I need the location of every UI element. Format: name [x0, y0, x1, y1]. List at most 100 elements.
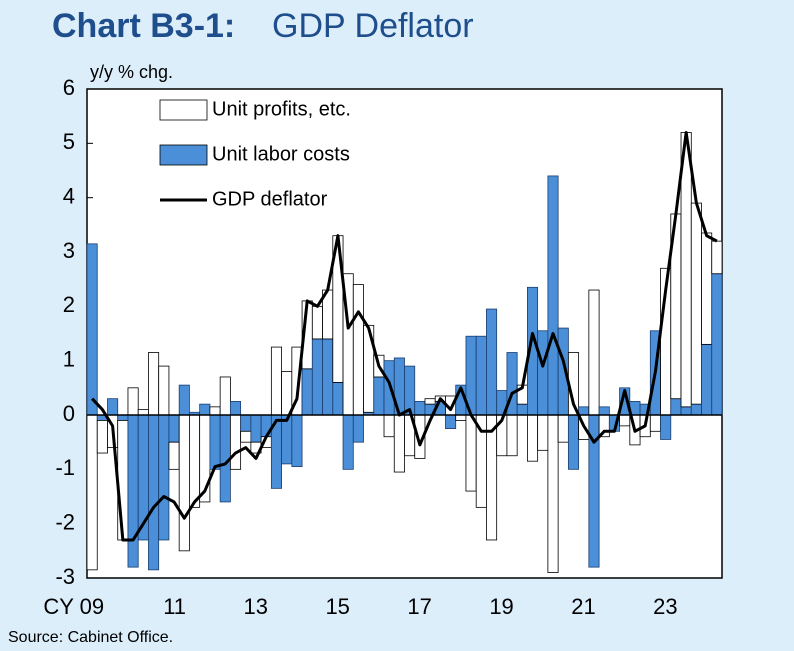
y-tick-label: 3	[63, 238, 75, 263]
legend-swatch	[159, 144, 208, 166]
bar	[117, 420, 129, 541]
bar	[578, 406, 590, 416]
x-tick-label: 15	[325, 594, 349, 619]
bar	[291, 414, 303, 468]
bar	[567, 414, 580, 470]
chart-id: Chart B3-1:	[52, 7, 235, 45]
bar	[86, 243, 98, 416]
bar	[393, 414, 405, 473]
y-tick-label: 6	[63, 75, 75, 100]
bar	[557, 414, 569, 443]
bar	[137, 409, 149, 416]
bar	[486, 308, 498, 416]
bar	[516, 403, 528, 416]
bar	[107, 398, 119, 416]
bar	[127, 387, 139, 416]
bar	[660, 414, 672, 440]
bar	[383, 360, 395, 416]
bar	[342, 414, 354, 470]
bar	[547, 414, 559, 573]
bar	[711, 240, 723, 275]
bar	[158, 414, 170, 541]
bar	[209, 414, 221, 470]
bar	[229, 414, 242, 470]
bar	[383, 414, 395, 438]
bar	[117, 414, 129, 421]
bar	[701, 343, 713, 416]
bar	[506, 414, 518, 457]
x-tick-label: 17	[407, 594, 431, 619]
y-tick-label: -2	[55, 509, 75, 534]
bar	[598, 406, 610, 416]
bar	[414, 401, 426, 416]
y-axis-label: y/y % chg.	[90, 62, 173, 82]
bar	[690, 202, 702, 405]
bar	[158, 365, 170, 416]
x-tick-label: 23	[653, 594, 677, 619]
bar	[373, 376, 385, 416]
chart-title: GDP Deflator	[272, 7, 474, 45]
bar	[670, 398, 682, 416]
bar	[465, 414, 477, 492]
x-tick-label: CY 09	[43, 594, 104, 619]
bar	[424, 398, 436, 405]
bar	[127, 414, 139, 568]
bar	[701, 232, 713, 345]
bar	[475, 335, 487, 416]
bar	[588, 289, 600, 416]
bar	[199, 403, 211, 416]
bar	[619, 414, 631, 427]
bar	[250, 414, 262, 443]
bar	[311, 305, 323, 340]
bar	[240, 414, 252, 432]
bar	[680, 132, 692, 408]
bar	[311, 338, 323, 416]
bar	[281, 414, 293, 465]
bar	[455, 414, 467, 421]
bar	[352, 414, 364, 443]
x-tick-label: 13	[244, 594, 268, 619]
y-tick-label: 1	[63, 346, 75, 371]
bar	[445, 414, 457, 429]
bar	[96, 420, 108, 454]
bar	[527, 414, 539, 462]
bar	[281, 371, 293, 416]
x-tick-label: 11	[163, 594, 186, 619]
y-tick-label: -1	[55, 455, 75, 480]
bar	[680, 406, 692, 416]
bar	[711, 273, 723, 416]
bar	[219, 376, 231, 416]
bar	[486, 414, 498, 541]
bar	[189, 414, 201, 508]
bar	[178, 384, 190, 416]
bar	[229, 401, 242, 416]
bar	[537, 330, 549, 416]
legend-label: Unit profits, etc.	[212, 98, 351, 120]
x-tick-label: 19	[489, 594, 513, 619]
bar	[148, 352, 160, 416]
bar	[690, 403, 702, 416]
bar	[240, 430, 252, 443]
bar	[301, 368, 313, 416]
bar	[537, 414, 549, 451]
y-tick-label: 5	[63, 129, 75, 154]
bar	[148, 414, 160, 571]
bar	[168, 414, 180, 443]
bar	[322, 338, 334, 416]
bar	[168, 441, 180, 470]
y-tick-label: 2	[63, 292, 75, 317]
bar	[404, 365, 416, 416]
x-tick-label: 21	[571, 594, 595, 619]
legend-label: GDP deflator	[212, 188, 328, 210]
source: Source: Cabinet Office.	[8, 629, 173, 646]
legend-label: Unit labor costs	[212, 143, 350, 165]
bar	[178, 414, 190, 552]
bar	[332, 381, 344, 416]
y-tick-label: 0	[63, 401, 75, 426]
bar	[649, 414, 661, 432]
bar	[352, 284, 364, 416]
legend-swatch	[159, 99, 208, 121]
bar	[547, 175, 559, 416]
bar	[270, 346, 282, 416]
